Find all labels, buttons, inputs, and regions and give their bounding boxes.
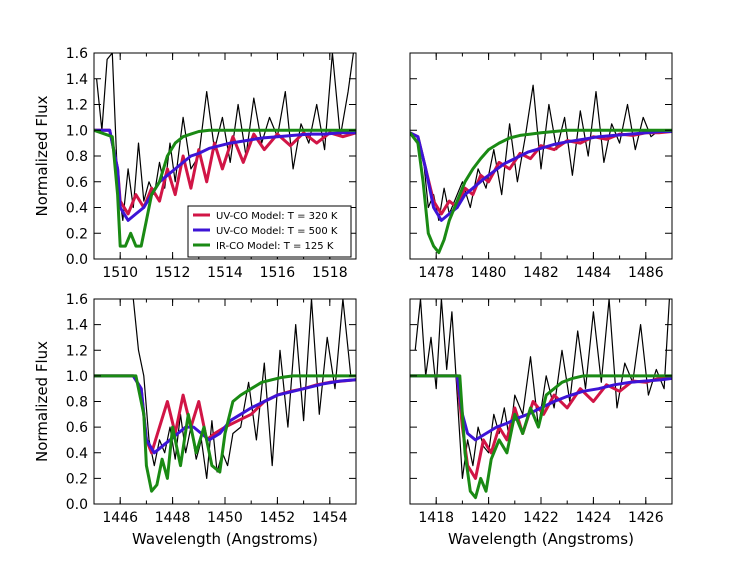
series-line-uv_500	[94, 374, 356, 455]
chart-panel-top-right: 1478 1480 1482 1484 1486	[409, 52, 673, 281]
plot-area	[94, 53, 356, 248]
y-tick-label: 0.0	[66, 252, 88, 268]
x-tick-label: 1480	[471, 265, 507, 281]
x-tick-label: 1514	[207, 265, 243, 281]
x-tick-label: 1446	[102, 510, 138, 526]
x-tick-label: 1518	[312, 265, 348, 281]
x-tick-label: 1420	[471, 510, 507, 526]
y-axis-label: Normalized Flux	[33, 95, 51, 216]
x-tick-label: 1418	[418, 510, 454, 526]
x-tick-label: 1484	[576, 265, 612, 281]
series-line-ir_125	[410, 374, 672, 500]
y-tick-label: 0.8	[66, 149, 88, 165]
chart-panel-top-left: 1510 1512 1514 1516 1518 0.0 0.2 0.4 0.6 0.8 1.0 1.…	[33, 46, 357, 281]
y-tick-label: 1.6	[66, 46, 88, 62]
series-line-observed	[132, 299, 352, 479]
series-line-observed	[414, 299, 670, 479]
series-line-ir_125	[94, 374, 356, 493]
legend: UV-CO Model: T = 320 K UV-CO Model: T = …	[187, 205, 352, 258]
y-tick-label: 1.2	[66, 343, 88, 359]
x-axis-label: Wavelength (Angstroms)	[132, 530, 318, 548]
y-tick-label: 0.2	[66, 471, 88, 487]
chart-panel-bottom-left: 1446 1448 1450 1452 1454 0.0 0.2 0.4 0.6 0.8 1.0 1.…	[33, 292, 357, 548]
y-tick-label: 0.0	[66, 497, 88, 513]
plot-area	[410, 299, 672, 500]
x-axis-label: Wavelength (Angstroms)	[448, 530, 634, 548]
y-tick-label: 1.4	[66, 72, 88, 88]
y-tick-label: 0.4	[66, 446, 88, 462]
legend-label: UV-CO Model: T = 500 K	[216, 226, 338, 237]
x-tick-label: 1516	[260, 265, 296, 281]
axes-frame	[93, 298, 357, 505]
x-tick-label: 1510	[102, 265, 138, 281]
series-line-uv_320	[94, 128, 356, 216]
y-tick-label: 0.6	[66, 420, 88, 436]
x-tick-label: 1454	[312, 510, 348, 526]
x-tick-label: 1478	[418, 265, 454, 281]
series-line-observed	[410, 84, 667, 221]
x-tick-label: 1424	[576, 510, 612, 526]
y-tick-label: 1.0	[66, 369, 88, 385]
axes-frame	[409, 52, 673, 260]
y-tick-label: 1.2	[66, 98, 88, 114]
legend-label: IR-CO Model: T = 125 K	[216, 241, 334, 252]
x-tick-label: 1422	[523, 510, 559, 526]
series-line-uv_500	[94, 128, 356, 222]
x-tick-label: 1448	[155, 510, 191, 526]
chart-panel-bottom-right: 1418 1420 1422 1424 1426 Wavelength (Angstrom…	[409, 298, 673, 548]
x-tick-label: 1482	[523, 265, 559, 281]
series-line-uv_320	[410, 130, 672, 216]
legend-label: UV-CO Model: T = 320 K	[216, 211, 338, 222]
y-tick-label: 0.4	[66, 201, 88, 217]
series-line-ir_125	[94, 128, 356, 248]
y-tick-label: 1.4	[66, 318, 88, 334]
x-tick-label: 1452	[260, 510, 296, 526]
axes-frame	[409, 298, 673, 505]
plot-area	[94, 299, 356, 493]
y-tick-label: 0.2	[66, 226, 88, 242]
series-line-ir_125	[410, 128, 672, 255]
y-tick-label: 1.6	[66, 292, 88, 308]
x-tick-label: 1486	[628, 265, 664, 281]
plot-area	[410, 84, 672, 255]
series-line-uv_320	[410, 374, 672, 480]
y-tick-label: 0.8	[66, 395, 88, 411]
series-line-uv_500	[410, 130, 672, 222]
series-line-uv_500	[410, 374, 672, 442]
y-tick-label: 0.6	[66, 175, 88, 191]
x-tick-label: 1426	[628, 510, 664, 526]
x-tick-label: 1450	[207, 510, 243, 526]
legend-box	[187, 205, 352, 258]
x-tick-label: 1512	[155, 265, 191, 281]
y-tick-label: 1.0	[66, 123, 88, 139]
y-axis-label: Normalized Flux	[33, 341, 51, 462]
